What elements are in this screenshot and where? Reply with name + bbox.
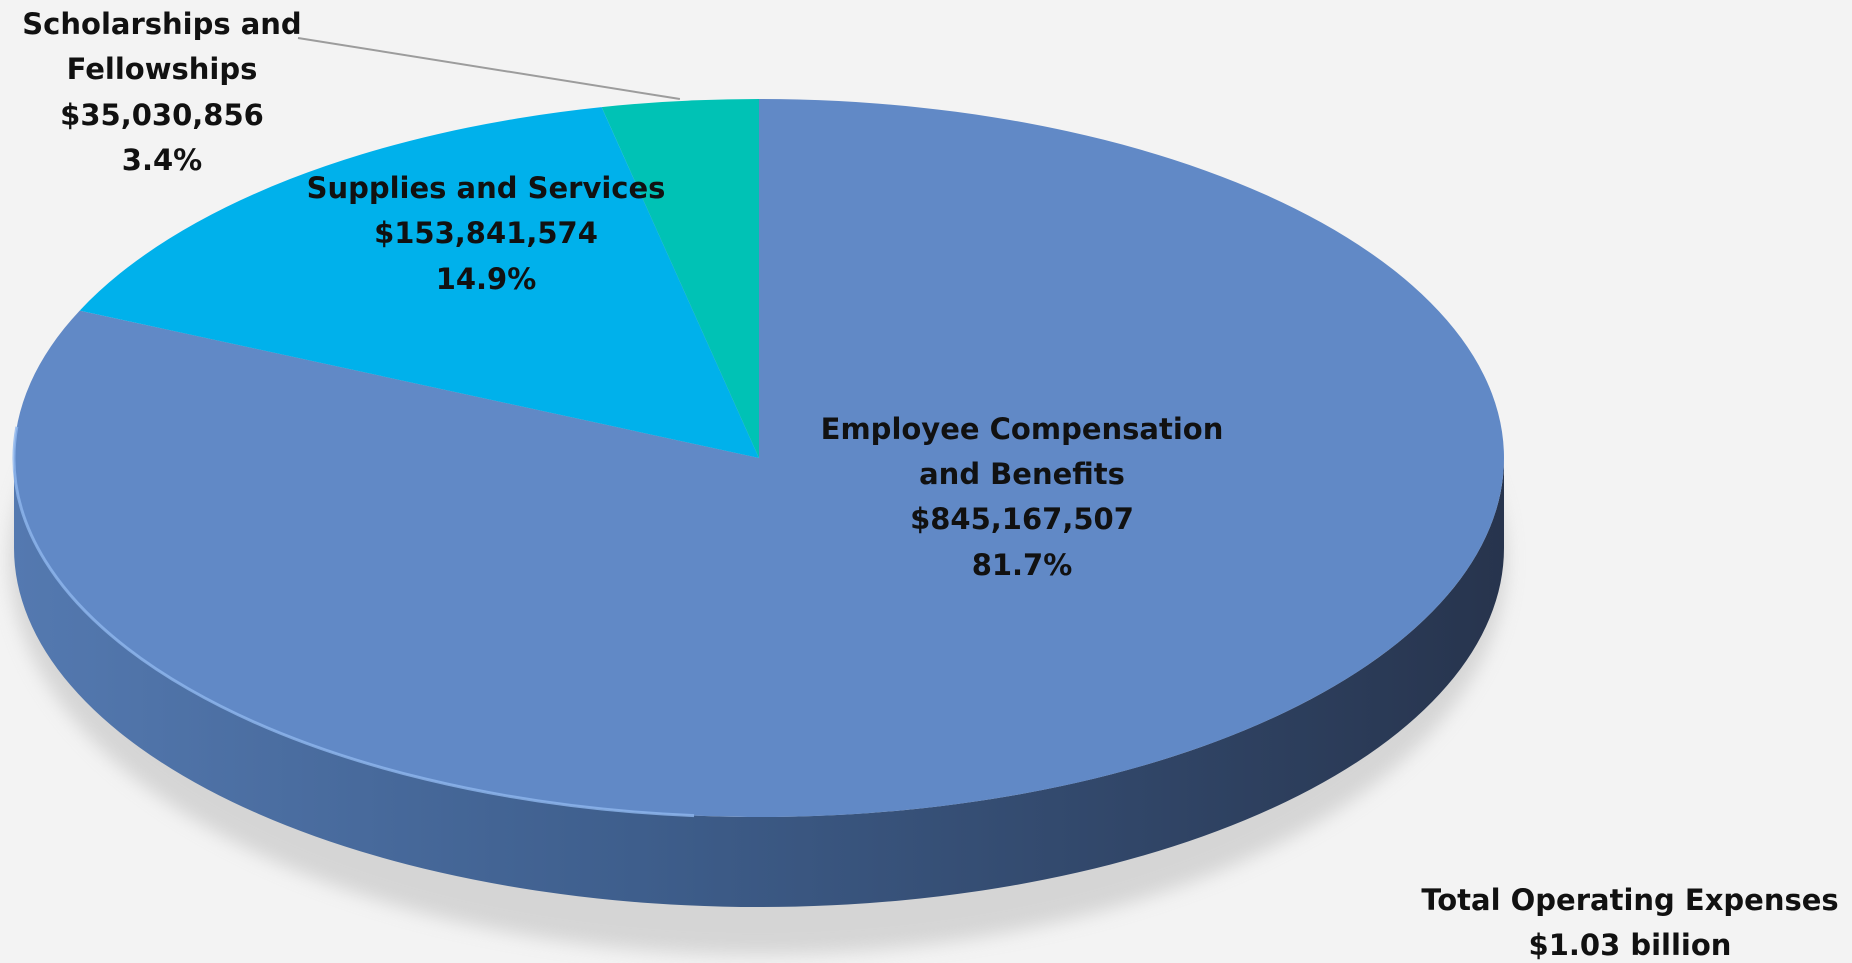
- total-title: Total Operating Expenses: [1421, 883, 1838, 917]
- slice-label-scholarships-and-fellowships: Scholarships and Fellowships $35,030,856…: [22, 7, 301, 177]
- slice-label-employee-compensation: Employee Compensation and Benefits $845,…: [821, 412, 1224, 582]
- pie-slice-2: [601, 99, 759, 458]
- slice-value-label: $845,167,507: [910, 502, 1134, 536]
- slice-value-label: $153,841,574: [374, 216, 598, 250]
- slice-label-line: Fellowships: [67, 52, 258, 86]
- pie-slice-1: [79, 107, 760, 458]
- slice-label-supplies-and-services: Supplies and Services $153,841,574 14.9%: [307, 171, 666, 296]
- total-value: $1.03 billion: [1529, 928, 1732, 962]
- pie-side-wall: [14, 458, 1504, 907]
- slice-label-line: Employee Compensation: [821, 412, 1224, 446]
- slice-label-line: Supplies and Services: [307, 171, 666, 205]
- slice-percent-label: 81.7%: [972, 548, 1073, 582]
- slice-label-line: Scholarships and: [22, 7, 301, 41]
- pie-rim-highlight: [12, 426, 695, 818]
- slice-percent-label: 14.9%: [436, 262, 537, 296]
- leader-line: [297, 37, 681, 100]
- total-label: Total Operating Expenses $1.03 billion: [1421, 883, 1838, 962]
- pie-slices: [13, 99, 1504, 817]
- slice-percent-label: 3.4%: [122, 143, 202, 177]
- slice-value-label: $35,030,856: [60, 98, 264, 132]
- slice-label-line: and Benefits: [919, 457, 1125, 491]
